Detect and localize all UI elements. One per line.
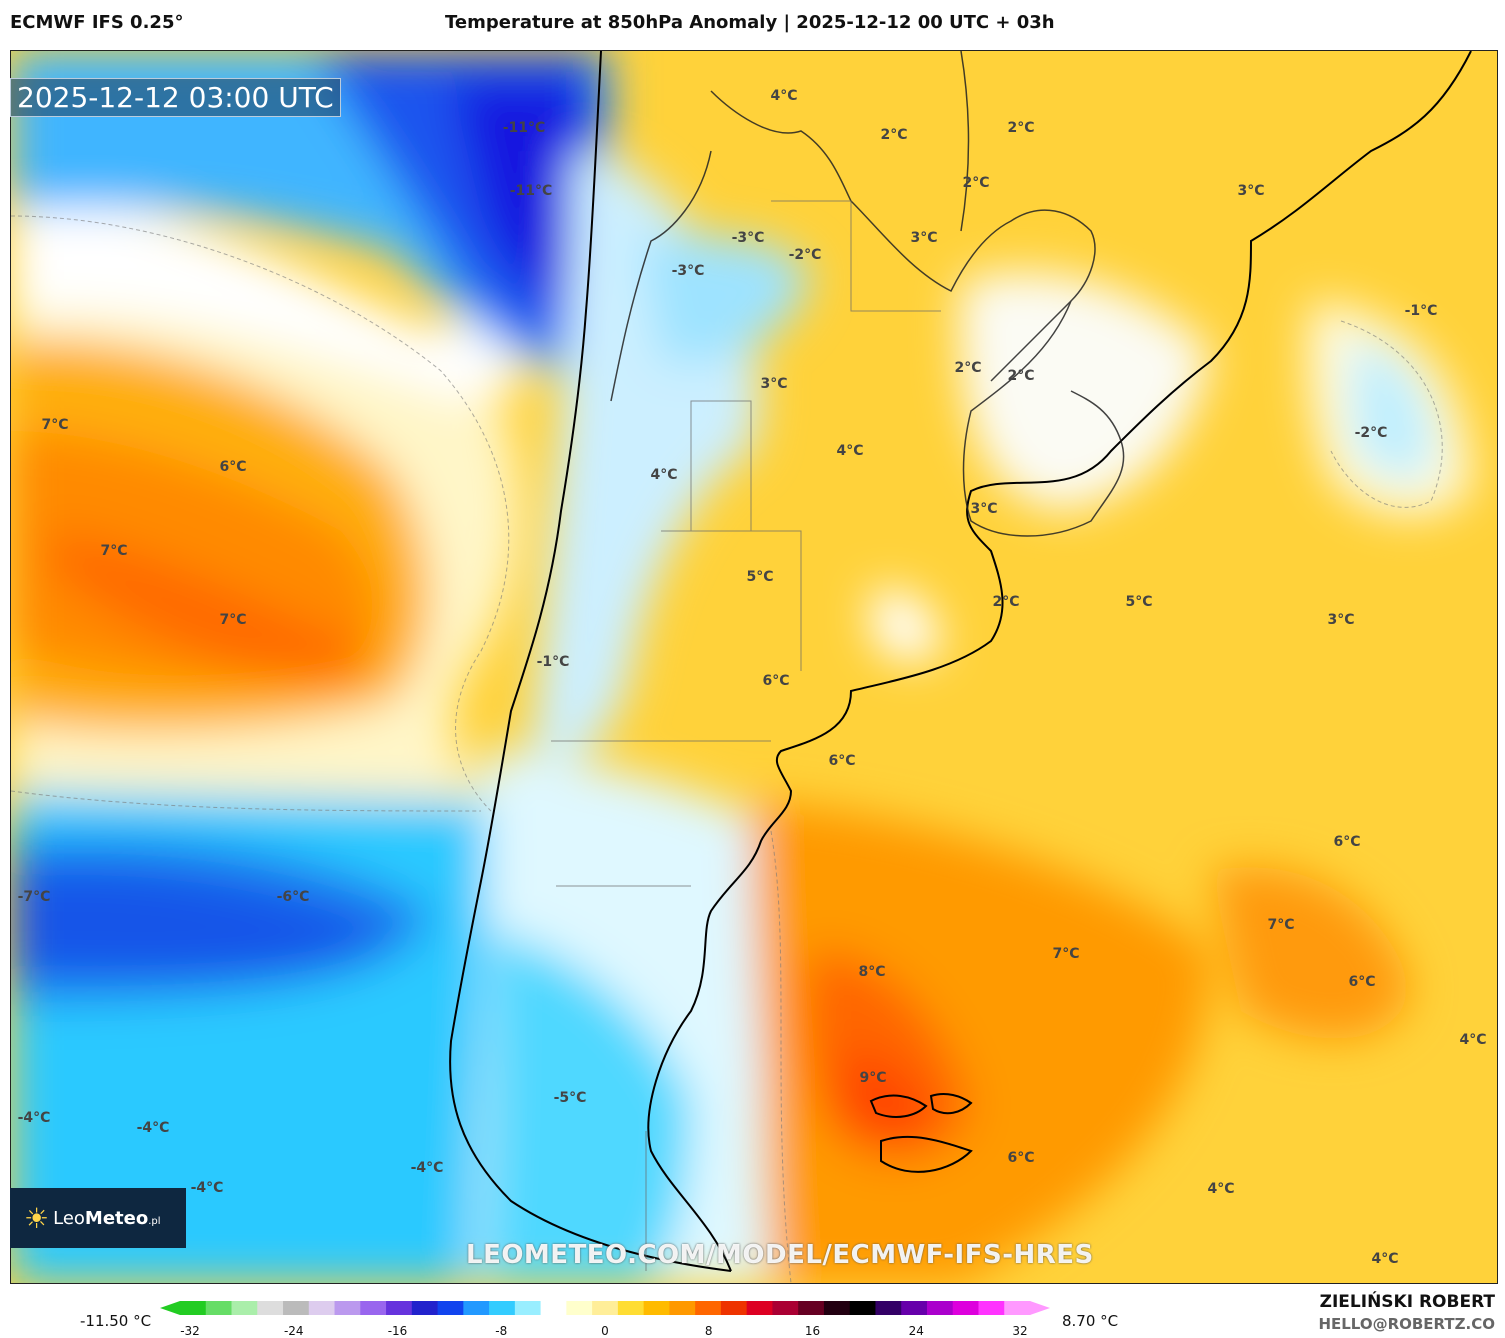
colorbar-tick-label: 24 — [908, 1324, 924, 1338]
temperature-label: -2°C — [1354, 425, 1388, 441]
source-watermark: LEOMETEO.COM/MODEL/ECMWF-IFS-HRES — [466, 1240, 1094, 1270]
temperature-label: 2°C — [1007, 120, 1035, 136]
temperature-label: 7°C — [41, 417, 69, 433]
map-title: Temperature at 850hPa Anomaly | 2025-12-… — [445, 12, 1055, 33]
colorbar-tick-label: 0 — [601, 1324, 609, 1338]
colorbar-tick-label: 32 — [1012, 1324, 1028, 1338]
temperature-label: -4°C — [410, 1160, 444, 1176]
temperature-label: 7°C — [100, 543, 128, 559]
temperature-label: 6°C — [1333, 834, 1361, 850]
colorbar-tick-label: -8 — [495, 1324, 508, 1338]
temperature-label: 4°C — [1207, 1181, 1235, 1197]
temperature-label: -1°C — [536, 654, 570, 670]
leometeo-logo: ☀ LeoMeteo.pl — [10, 1188, 186, 1248]
temperature-label: -3°C — [671, 263, 705, 279]
colorbar — [160, 1300, 1050, 1315]
temperature-label: 8°C — [858, 964, 886, 980]
valid-time-badge: 2025-12-12 03:00 UTC — [10, 78, 341, 117]
temperature-label: 6°C — [1348, 974, 1376, 990]
author-name: ZIELIŃSKI ROBERT — [1319, 1292, 1495, 1312]
temperature-label: 2°C — [954, 360, 982, 376]
temperature-label: 6°C — [762, 673, 790, 689]
temperature-label: 4°C — [650, 467, 678, 483]
logo-wordmark: LeoMeteo.pl — [53, 1207, 161, 1229]
temperature-label: -2°C — [788, 247, 822, 263]
temperature-label: 5°C — [746, 569, 774, 585]
temperature-label: 7°C — [1052, 946, 1080, 962]
temperature-label: -5°C — [553, 1090, 587, 1106]
temperature-label: 2°C — [992, 594, 1020, 610]
temperature-label: 3°C — [1237, 183, 1265, 199]
temperature-label: 3°C — [760, 376, 788, 392]
model-name: ECMWF IFS 0.25° — [10, 12, 184, 33]
temperature-label: 3°C — [910, 230, 938, 246]
temperature-label: 4°C — [770, 88, 798, 104]
temperature-anomaly-map: -11°C -11°C 4°C 2°C 2°C 2°C 3°C -3°C 3°C -2°C -3°C… — [10, 50, 1498, 1284]
temperature-label: -4°C — [136, 1120, 170, 1136]
temperature-label: 4°C — [1459, 1032, 1487, 1048]
colorbar-tick-label: -24 — [283, 1324, 304, 1338]
temperature-label: 6°C — [1007, 1150, 1035, 1166]
temperature-label: 3°C — [970, 501, 998, 517]
temperature-label: 6°C — [828, 753, 856, 769]
colorbar-min-label: -11.50 °C — [80, 1312, 152, 1330]
sun-icon: ☀ — [24, 1201, 50, 1235]
temperature-label: 9°C — [859, 1070, 887, 1086]
colorbar-gradient — [160, 1301, 1050, 1315]
colorbar-tick-label: 8 — [704, 1324, 713, 1338]
temperature-label: 7°C — [1267, 917, 1295, 933]
temperature-label: 2°C — [880, 127, 908, 143]
temperature-label: 2°C — [1007, 368, 1035, 384]
colorbar-tick-label: -32 — [180, 1324, 200, 1338]
temperature-label: 4°C — [836, 443, 864, 459]
temperature-label: 6°C — [219, 459, 247, 475]
author-email: HELLO@ROBERTZ.CO — [1318, 1315, 1495, 1333]
temperature-label: 5°C — [1125, 594, 1153, 610]
temperature-label: -1°C — [1404, 303, 1438, 319]
colorbar-tick-label: 16 — [804, 1324, 821, 1338]
colorbar-tick-label: -16 — [387, 1324, 408, 1338]
temperature-label: 2°C — [962, 175, 990, 191]
temperature-label: -6°C — [276, 889, 310, 905]
anomaly-field — [11, 51, 1497, 1283]
temperature-label: -4°C — [17, 1110, 51, 1126]
temperature-label: -3°C — [731, 230, 765, 246]
temperature-label: 4°C — [1371, 1251, 1399, 1267]
temperature-label: -11°C — [509, 183, 553, 199]
temperature-label: -7°C — [17, 889, 51, 905]
colorbar-max-label: 8.70 °C — [1062, 1312, 1119, 1330]
temperature-label: 7°C — [219, 612, 247, 628]
temperature-label: 3°C — [1327, 612, 1355, 628]
temperature-label: -4°C — [190, 1180, 224, 1196]
temperature-label: -11°C — [502, 120, 546, 136]
